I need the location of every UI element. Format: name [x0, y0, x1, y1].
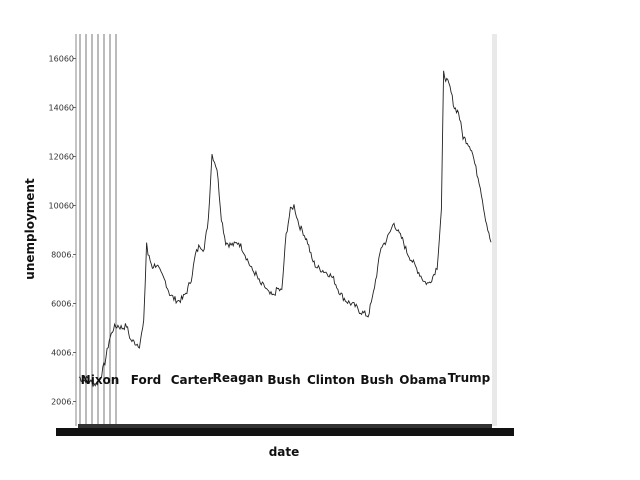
y-tick-label: 6006.	[51, 300, 74, 309]
president-lines	[79, 34, 117, 426]
president-label: Obama	[399, 373, 447, 387]
unemployment-series-line	[78, 70, 492, 388]
y-tick-label: 8006.	[51, 251, 74, 260]
president-label: Trump	[448, 371, 491, 385]
y-tick-label: 14060	[49, 104, 74, 113]
x-axis-bar-inner	[78, 424, 492, 428]
x-axis-label: date	[269, 445, 300, 459]
y-axis-label: unemployment	[23, 178, 37, 280]
president-label: Reagan	[213, 371, 264, 385]
president-label: Bush	[267, 373, 300, 387]
y-tick-label: 10060	[49, 202, 74, 211]
y-axis-ticks: 2006. 4006. 6006. 8006. 10060 12060 14060 16060	[49, 55, 76, 407]
plot-background	[76, 34, 496, 426]
y-tick-label: 4006.	[51, 349, 74, 358]
president-label: Carter	[171, 373, 214, 387]
y-tick-label: 2006.	[51, 398, 74, 407]
president-label: Clinton	[307, 373, 355, 387]
y-tick-label: 12060	[49, 153, 74, 162]
president-label: Nixon	[81, 373, 120, 387]
x-axis-bar	[56, 428, 514, 436]
right-edge-band	[492, 34, 497, 426]
president-labels: Nixon Ford Carter Reagan Bush Clinton Bush Obam…	[81, 371, 491, 387]
president-label: Bush	[360, 373, 393, 387]
y-tick-label: 16060	[49, 55, 74, 64]
president-label: Ford	[131, 373, 161, 387]
